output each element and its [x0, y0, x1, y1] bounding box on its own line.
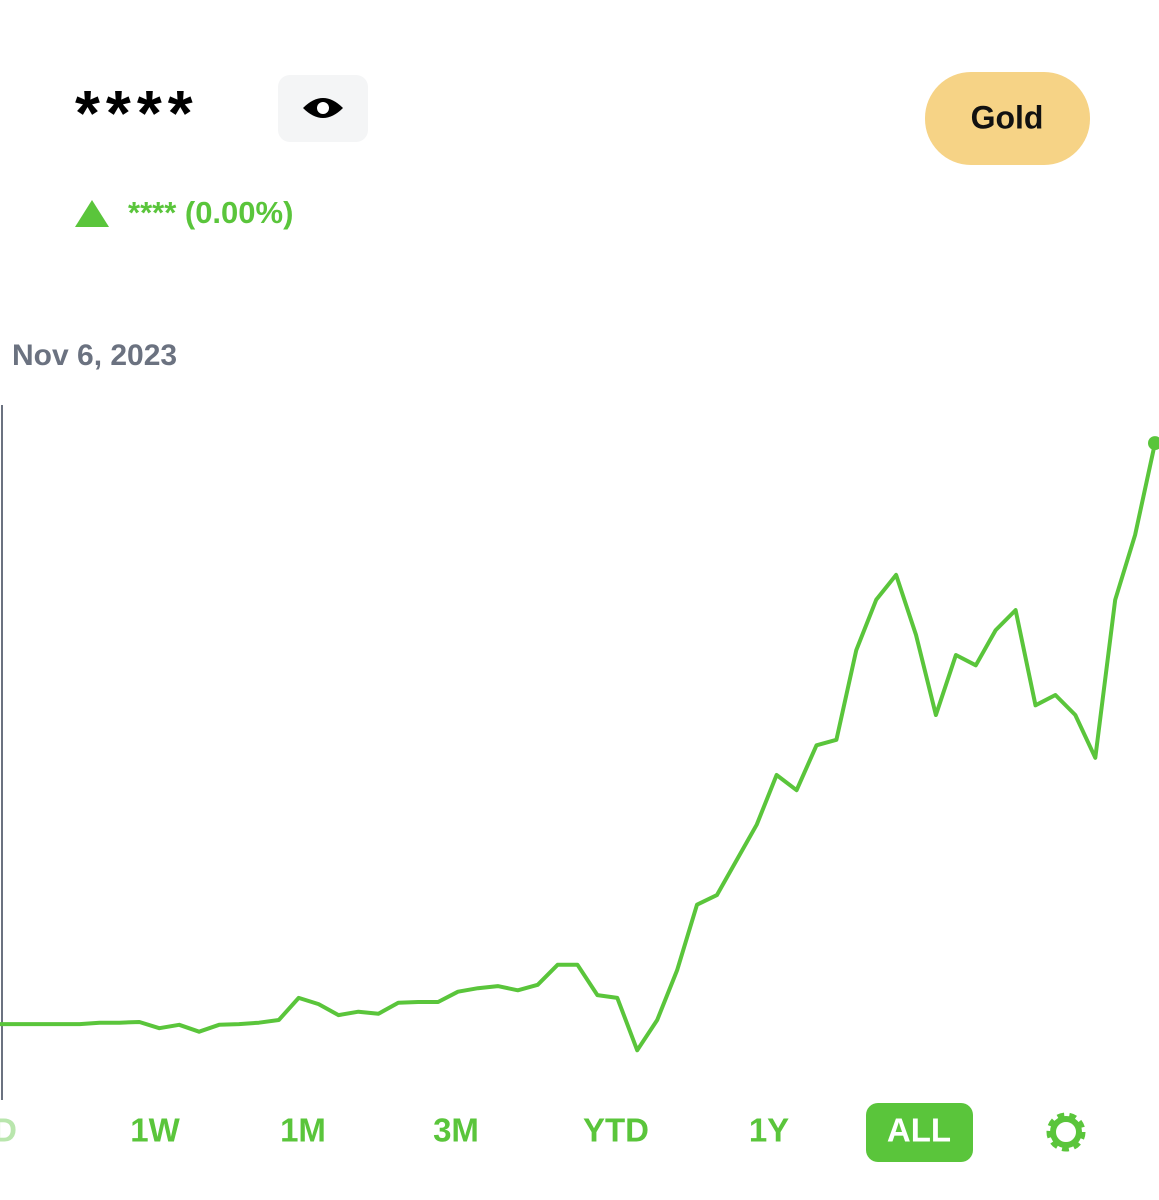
gold-badge[interactable]: Gold — [925, 72, 1090, 165]
range-button[interactable]: YTD — [583, 1112, 649, 1149]
toggle-visibility[interactable] — [278, 75, 368, 142]
settings[interactable] — [1046, 1112, 1086, 1152]
range-button[interactable]: ALL — [887, 1112, 951, 1149]
end-dot — [1148, 436, 1159, 451]
badge-label: Gold — [971, 99, 1044, 135]
range-button[interactable]: 1Y — [749, 1112, 789, 1149]
range-button[interactable]: 3M — [433, 1112, 479, 1149]
price-line — [0, 442, 1157, 1053]
range-selected — [866, 1103, 973, 1162]
range-button[interactable]: 1W — [130, 1112, 180, 1149]
chart-date: Nov 6, 2023 — [12, 339, 177, 372]
change: **** (0.00%) — [128, 195, 293, 230]
range-button[interactable]: D — [0, 1112, 17, 1149]
balance: **** — [75, 77, 199, 149]
range-button[interactable]: 1M — [280, 1112, 326, 1149]
up-arrow — [75, 200, 109, 227]
